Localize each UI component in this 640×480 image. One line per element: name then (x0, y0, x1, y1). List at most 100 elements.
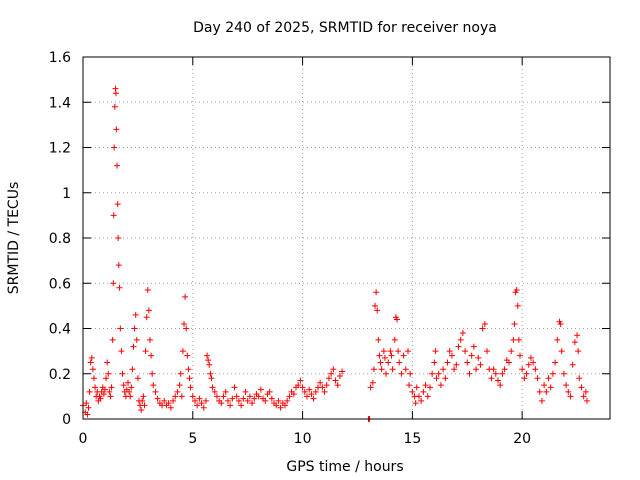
data-point (104, 359, 111, 366)
data-point (139, 397, 146, 404)
data-point (117, 325, 124, 332)
data-point (398, 370, 405, 377)
data-point (459, 330, 466, 337)
data-point (330, 366, 337, 373)
data-point (86, 388, 93, 395)
data-point (105, 370, 112, 377)
data-point (144, 287, 151, 294)
data-point (580, 393, 587, 400)
data-point (325, 375, 332, 382)
data-point (111, 144, 118, 151)
data-point (521, 375, 528, 382)
data-point (110, 280, 117, 287)
data-point (176, 382, 183, 389)
data-point (167, 404, 174, 411)
data-point (440, 366, 447, 373)
data-point (431, 359, 438, 366)
data-point (381, 354, 388, 361)
data-point (583, 397, 590, 404)
data-point (149, 370, 156, 377)
data-point (165, 400, 172, 407)
data-point (513, 287, 520, 294)
data-point (133, 336, 140, 343)
data-point (558, 348, 565, 355)
data-point (220, 393, 227, 400)
data-point (246, 393, 253, 400)
data-point (148, 352, 155, 359)
data-point (170, 397, 177, 404)
data-point (115, 262, 122, 269)
data-point (242, 388, 249, 395)
data-point (420, 388, 427, 395)
data-point (388, 352, 395, 359)
y-tick-label: 1.2 (49, 141, 71, 157)
data-point (145, 307, 152, 314)
data-point (560, 370, 567, 377)
data-point (501, 366, 508, 373)
data-point (515, 336, 522, 343)
data-point (238, 402, 245, 409)
data-point (109, 336, 116, 343)
data-point (89, 366, 96, 373)
data-point (328, 370, 335, 377)
x-tick-label: 20 (513, 431, 531, 447)
data-point (424, 393, 431, 400)
data-point (457, 336, 464, 343)
data-point (549, 370, 556, 377)
data-point (312, 388, 319, 395)
data-point (97, 395, 104, 402)
data-point (140, 393, 147, 400)
data-point (115, 235, 122, 241)
data-point (301, 388, 308, 395)
data-point (429, 370, 436, 377)
data-point (470, 343, 477, 350)
data-point (161, 397, 168, 404)
data-point (336, 373, 343, 380)
data-point (185, 366, 192, 373)
data-point (578, 384, 585, 391)
data-point (257, 386, 264, 393)
data-point (495, 377, 502, 384)
y-tick-label: 1 (62, 186, 71, 202)
data-point (198, 400, 205, 407)
data-point (172, 393, 179, 400)
data-point (541, 382, 548, 389)
data-point (255, 393, 262, 400)
data-point (240, 395, 247, 402)
data-point (150, 382, 157, 389)
data-point (511, 320, 518, 327)
data-point (191, 397, 198, 404)
data-point (131, 325, 138, 332)
data-point (205, 357, 212, 364)
data-point (426, 384, 433, 391)
data-point (569, 361, 576, 368)
data-point (262, 397, 269, 404)
data-point (571, 339, 578, 346)
data-point (118, 348, 125, 355)
y-tick-label: 0 (62, 412, 71, 428)
data-point (138, 406, 145, 413)
data-point (367, 384, 374, 391)
data-point (142, 348, 149, 355)
data-point (134, 375, 141, 382)
data-point (206, 361, 213, 368)
data-point (85, 404, 92, 411)
data-point (545, 375, 552, 382)
data-point (479, 325, 486, 332)
data-point (433, 375, 440, 382)
data-point (373, 289, 380, 296)
data-point (182, 293, 189, 300)
data-point (112, 90, 119, 97)
data-point (92, 384, 99, 391)
data-point (422, 382, 429, 389)
data-point (505, 359, 512, 366)
data-point (209, 384, 216, 391)
data-point (514, 302, 521, 309)
x-tick-label: 0 (79, 431, 88, 447)
data-point (114, 162, 121, 169)
data-point (146, 336, 153, 343)
data-point (404, 348, 411, 355)
data-point (527, 354, 534, 361)
data-point (231, 384, 238, 391)
data-point (332, 377, 339, 384)
